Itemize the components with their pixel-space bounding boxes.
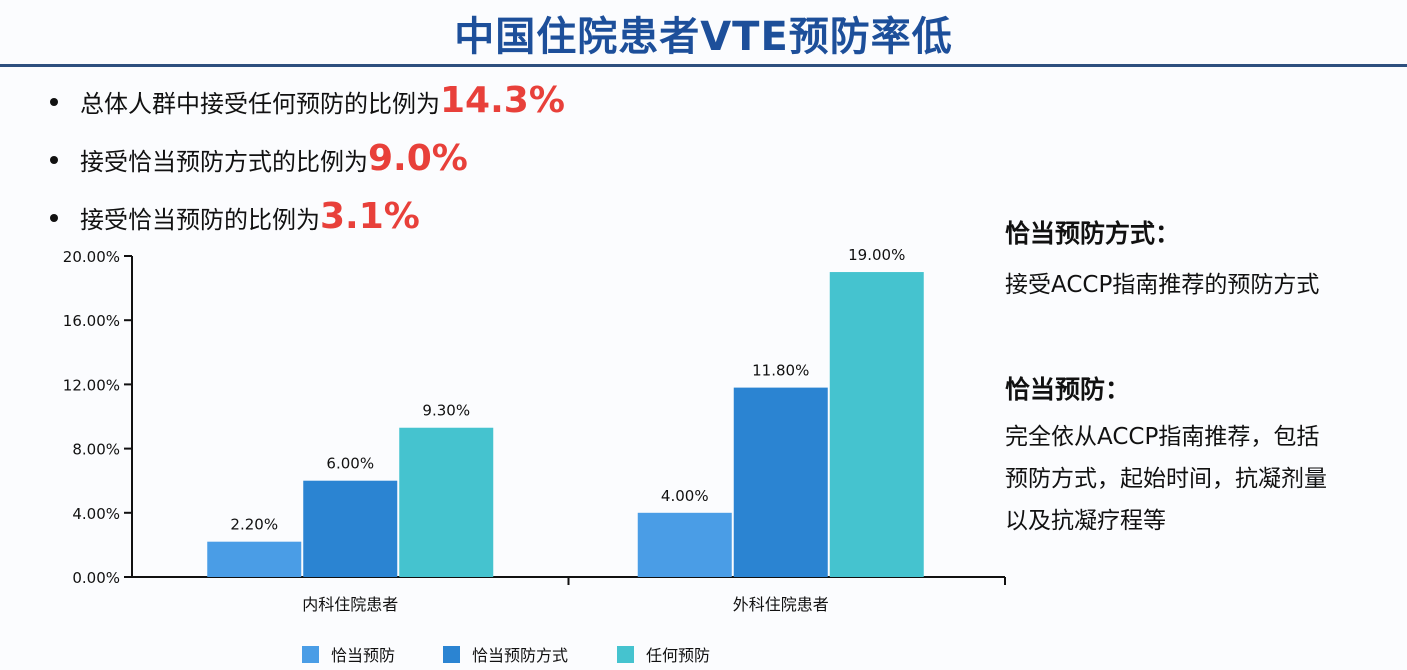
bullet-highlight: 14.3% (440, 80, 565, 121)
page-title: 中国住院患者VTE预防率低 (454, 14, 953, 60)
legend-swatch (617, 645, 634, 663)
bullet-item: 总体人群中接受任何预防的比例为 14.3% (50, 80, 565, 138)
y-tick-label: 4.00% (72, 505, 120, 523)
definition-appropriate-prophylaxis: 恰当预防： 完全依从ACCP指南推荐，包括 预防方式，起始时间，抗凝剂量 以及抗… (1005, 370, 1327, 542)
bar-data-label: 19.00% (848, 246, 905, 264)
definition-title: 恰当预防方式： (1005, 219, 1181, 248)
bullet-dot-icon (50, 214, 58, 222)
y-tick-label: 12.00% (63, 376, 120, 394)
definition-appropriate-method: 恰当预防方式： 接受ACCP指南推荐的预防方式 (1005, 214, 1319, 306)
title-divider (0, 64, 1407, 67)
bullet-highlight: 3.1% (320, 196, 420, 237)
bar (733, 387, 828, 577)
legend-label: 恰当预防方式 (472, 646, 569, 665)
bar (303, 480, 398, 577)
bullet-text: 总体人群中接受任何预防的比例为 (80, 90, 440, 118)
x-category-label: 内科住院患者 (302, 595, 398, 614)
legend-label: 恰当预防 (331, 646, 396, 665)
legend-item: 任何预防 (617, 642, 710, 666)
bar-data-label: 9.30% (422, 402, 470, 420)
definition-text: 接受ACCP指南推荐的预防方式 (1005, 272, 1320, 298)
x-category-label: 外科住院患者 (733, 595, 829, 614)
bar (207, 541, 302, 577)
y-tick-label: 8.00% (72, 441, 120, 459)
bar-data-label: 2.20% (230, 516, 278, 534)
legend-label: 任何预防 (646, 646, 711, 665)
bar (637, 512, 732, 577)
definition-text: 完全依从ACCP指南推荐，包括 预防方式，起始时间，抗凝剂量 以及抗凝疗程等 (1005, 424, 1327, 534)
bullet-list: 总体人群中接受任何预防的比例为 14.3% 接受恰当预防方式的比例为 9.0% 接受… (50, 80, 565, 254)
bar-data-label: 6.00% (326, 455, 374, 473)
bullet-item: 接受恰当预防的比例为 3.1% (50, 196, 565, 254)
bullet-dot-icon (50, 156, 58, 164)
legend-item: 恰当预防方式 (443, 642, 568, 666)
bar-data-label: 4.00% (661, 487, 709, 505)
bar (399, 427, 494, 577)
legend-swatch (443, 645, 460, 663)
legend-item: 恰当预防 (302, 642, 395, 666)
legend-swatch (302, 645, 319, 663)
y-tick-label: 20.00% (63, 248, 120, 266)
y-tick-label: 0.00% (72, 569, 120, 587)
bullet-item: 接受恰当预防方式的比例为 9.0% (50, 138, 565, 196)
y-tick-label: 16.00% (63, 312, 120, 330)
bullet-text: 接受恰当预防的比例为 (80, 206, 320, 234)
definition-title: 恰当预防： (1005, 375, 1131, 404)
bullet-text: 接受恰当预防方式的比例为 (80, 148, 368, 176)
bullet-highlight: 9.0% (368, 138, 468, 179)
bar-data-label: 11.80% (752, 362, 809, 380)
bullet-dot-icon (50, 98, 58, 106)
bar (829, 272, 924, 577)
